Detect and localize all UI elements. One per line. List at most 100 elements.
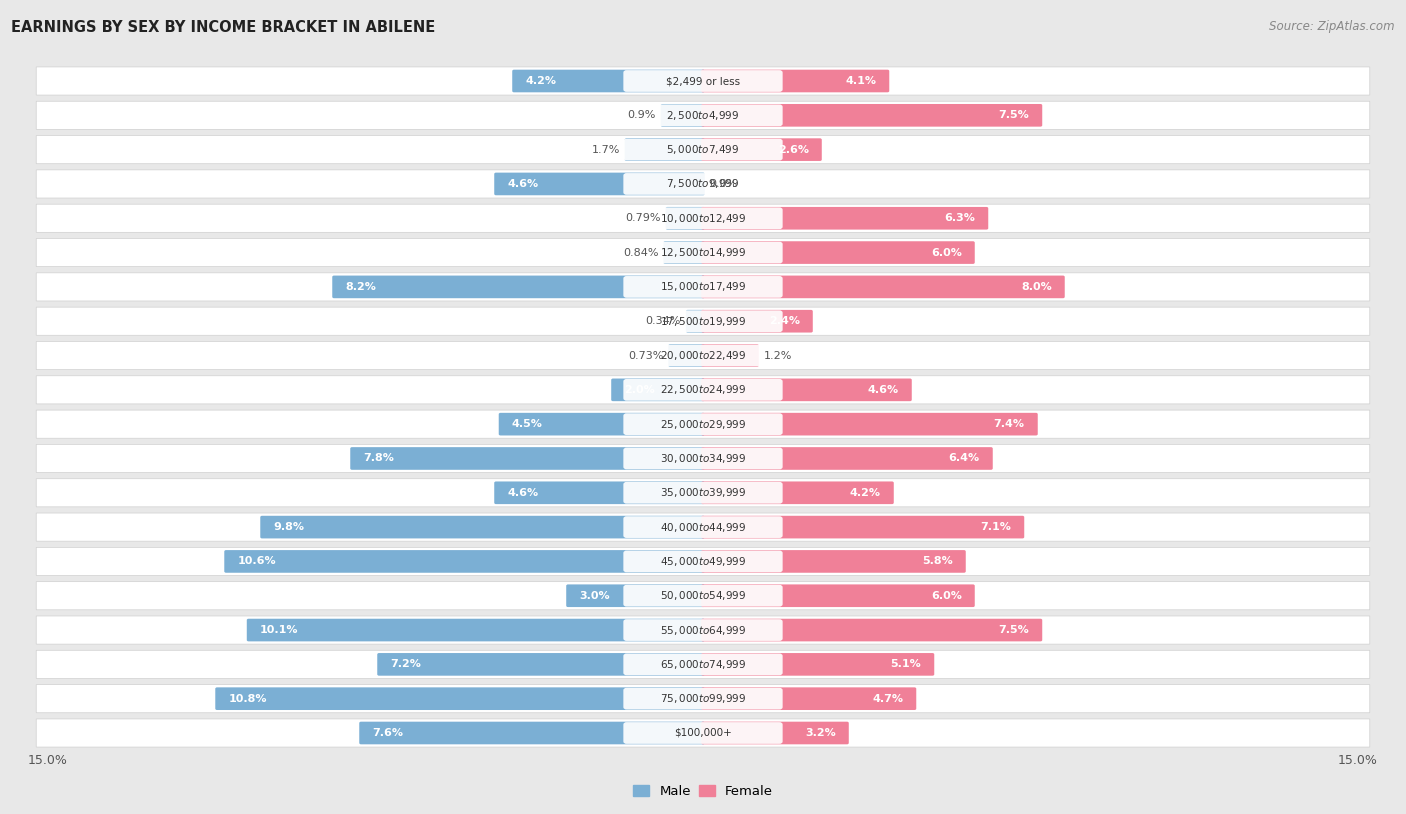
FancyBboxPatch shape	[37, 307, 1369, 335]
FancyBboxPatch shape	[37, 273, 1369, 301]
FancyBboxPatch shape	[350, 447, 704, 470]
FancyBboxPatch shape	[623, 482, 783, 504]
FancyBboxPatch shape	[37, 650, 1369, 678]
FancyBboxPatch shape	[623, 242, 783, 264]
Text: 3.2%: 3.2%	[806, 728, 835, 738]
FancyBboxPatch shape	[702, 241, 974, 264]
FancyBboxPatch shape	[702, 619, 1042, 641]
Text: 4.1%: 4.1%	[845, 76, 876, 86]
Text: 10.1%: 10.1%	[260, 625, 298, 635]
Text: 7.2%: 7.2%	[391, 659, 422, 669]
Text: 0.0%: 0.0%	[710, 179, 738, 189]
FancyBboxPatch shape	[37, 444, 1369, 473]
FancyBboxPatch shape	[623, 344, 783, 366]
Text: 2.0%: 2.0%	[624, 385, 655, 395]
Text: $55,000 to $64,999: $55,000 to $64,999	[659, 624, 747, 637]
FancyBboxPatch shape	[702, 310, 813, 333]
FancyBboxPatch shape	[702, 516, 1024, 538]
Text: $40,000 to $44,999: $40,000 to $44,999	[659, 521, 747, 534]
Text: $25,000 to $29,999: $25,000 to $29,999	[659, 418, 747, 431]
FancyBboxPatch shape	[702, 413, 1038, 435]
FancyBboxPatch shape	[702, 447, 993, 470]
Text: 5.1%: 5.1%	[890, 659, 921, 669]
FancyBboxPatch shape	[377, 653, 704, 676]
FancyBboxPatch shape	[702, 722, 849, 744]
FancyBboxPatch shape	[512, 70, 704, 92]
Text: 8.0%: 8.0%	[1021, 282, 1052, 292]
Text: 4.6%: 4.6%	[508, 488, 538, 498]
FancyBboxPatch shape	[623, 276, 783, 298]
Text: $5,000 to $7,499: $5,000 to $7,499	[666, 143, 740, 156]
FancyBboxPatch shape	[37, 410, 1369, 438]
FancyBboxPatch shape	[623, 688, 783, 710]
Text: 6.0%: 6.0%	[931, 591, 962, 601]
FancyBboxPatch shape	[360, 722, 704, 744]
FancyBboxPatch shape	[37, 136, 1369, 164]
FancyBboxPatch shape	[702, 138, 821, 161]
FancyBboxPatch shape	[702, 687, 917, 710]
FancyBboxPatch shape	[37, 239, 1369, 267]
Text: 1.2%: 1.2%	[763, 351, 792, 361]
FancyBboxPatch shape	[623, 414, 783, 435]
Text: $65,000 to $74,999: $65,000 to $74,999	[659, 658, 747, 671]
Text: $100,000+: $100,000+	[673, 728, 733, 738]
FancyBboxPatch shape	[37, 67, 1369, 95]
Text: 4.6%: 4.6%	[508, 179, 538, 189]
FancyBboxPatch shape	[247, 619, 704, 641]
FancyBboxPatch shape	[37, 616, 1369, 644]
Text: 7.4%: 7.4%	[994, 419, 1025, 429]
FancyBboxPatch shape	[686, 310, 704, 333]
Text: 4.5%: 4.5%	[512, 419, 543, 429]
Text: $22,500 to $24,999: $22,500 to $24,999	[659, 383, 747, 396]
Text: 7.8%: 7.8%	[363, 453, 394, 463]
FancyBboxPatch shape	[225, 550, 704, 573]
FancyBboxPatch shape	[664, 241, 704, 264]
FancyBboxPatch shape	[495, 173, 704, 195]
Text: 2.6%: 2.6%	[778, 145, 808, 155]
Text: 15.0%: 15.0%	[28, 755, 67, 768]
Text: $50,000 to $54,999: $50,000 to $54,999	[659, 589, 747, 602]
FancyBboxPatch shape	[612, 379, 704, 401]
FancyBboxPatch shape	[661, 104, 704, 127]
FancyBboxPatch shape	[623, 104, 783, 126]
FancyBboxPatch shape	[260, 516, 704, 538]
FancyBboxPatch shape	[702, 276, 1064, 298]
FancyBboxPatch shape	[332, 276, 704, 298]
Text: 9.8%: 9.8%	[273, 522, 304, 532]
FancyBboxPatch shape	[623, 70, 783, 92]
FancyBboxPatch shape	[215, 687, 704, 710]
FancyBboxPatch shape	[37, 101, 1369, 129]
Text: $35,000 to $39,999: $35,000 to $39,999	[659, 486, 747, 499]
FancyBboxPatch shape	[37, 204, 1369, 232]
FancyBboxPatch shape	[702, 584, 974, 607]
FancyBboxPatch shape	[623, 722, 783, 744]
Text: 0.84%: 0.84%	[623, 247, 658, 257]
FancyBboxPatch shape	[702, 481, 894, 504]
FancyBboxPatch shape	[702, 653, 934, 676]
FancyBboxPatch shape	[665, 207, 704, 230]
Text: $15,000 to $17,499: $15,000 to $17,499	[659, 280, 747, 293]
FancyBboxPatch shape	[623, 173, 783, 195]
Text: $10,000 to $12,499: $10,000 to $12,499	[659, 212, 747, 225]
FancyBboxPatch shape	[37, 479, 1369, 507]
Text: $2,500 to $4,999: $2,500 to $4,999	[666, 109, 740, 122]
FancyBboxPatch shape	[702, 207, 988, 230]
FancyBboxPatch shape	[623, 310, 783, 332]
Text: 4.7%: 4.7%	[872, 694, 903, 703]
Text: $12,500 to $14,999: $12,500 to $14,999	[659, 246, 747, 259]
Text: 7.6%: 7.6%	[373, 728, 404, 738]
Text: 0.9%: 0.9%	[627, 111, 655, 120]
Text: 0.34%: 0.34%	[645, 316, 681, 326]
Text: 0.79%: 0.79%	[626, 213, 661, 223]
Text: 10.8%: 10.8%	[228, 694, 267, 703]
FancyBboxPatch shape	[623, 379, 783, 400]
Text: $20,000 to $22,499: $20,000 to $22,499	[659, 349, 747, 362]
Legend: Male, Female: Male, Female	[627, 779, 779, 803]
FancyBboxPatch shape	[567, 584, 704, 607]
Text: 8.2%: 8.2%	[346, 282, 377, 292]
Text: $17,500 to $19,999: $17,500 to $19,999	[659, 315, 747, 328]
Text: 6.3%: 6.3%	[945, 213, 976, 223]
FancyBboxPatch shape	[702, 70, 889, 92]
FancyBboxPatch shape	[702, 104, 1042, 127]
FancyBboxPatch shape	[499, 413, 704, 435]
